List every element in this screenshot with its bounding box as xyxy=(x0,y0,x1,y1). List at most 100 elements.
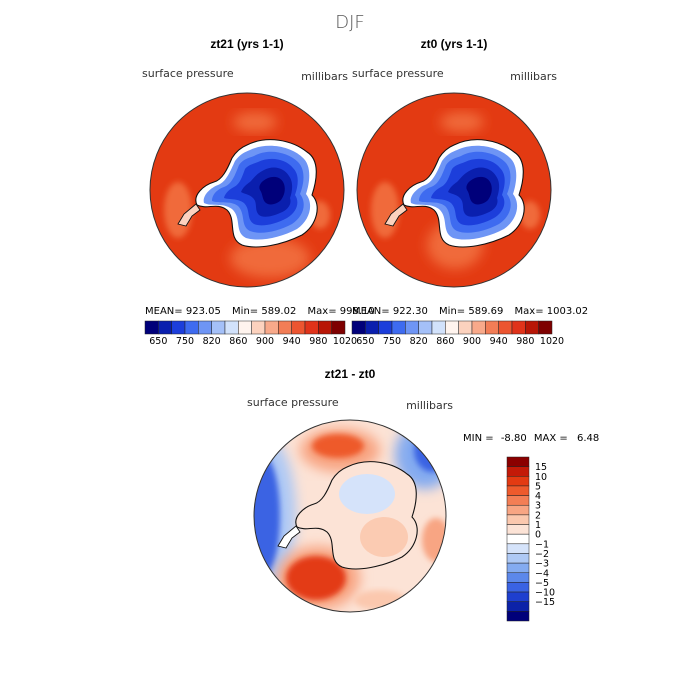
colorbar-box xyxy=(506,562,530,574)
panel2-stats: MEAN= 922.30 Min= 589.69 Max= 1003.02 xyxy=(352,306,588,317)
panel1-stats: MEAN= 923.05 Min= 589.02 Max= 998.10 xyxy=(145,306,375,317)
colorbar-box xyxy=(304,320,319,335)
colorbar-box xyxy=(144,320,159,335)
colorbar-box xyxy=(506,514,530,525)
panel1-units-label: millibars xyxy=(301,70,348,83)
panel2-title: zt0 (yrs 1-1) xyxy=(421,37,488,51)
colorbar-tick-label: 980 xyxy=(516,336,534,347)
colorbar-box xyxy=(506,476,530,487)
colorbar-box xyxy=(278,320,292,335)
colorbar-tick-label: −5 xyxy=(535,578,549,589)
colorbar-tick-label: 750 xyxy=(383,336,401,347)
colorbar-box xyxy=(498,320,513,335)
panel1-map xyxy=(150,93,344,287)
colorbar-box xyxy=(458,320,473,335)
colorbar-box xyxy=(445,320,459,335)
colorbar-box xyxy=(184,320,199,335)
colorbar-tick-label: −10 xyxy=(535,588,555,599)
colorbar-box xyxy=(506,533,530,545)
colorbar-box xyxy=(318,320,332,335)
colorbar-box xyxy=(538,320,553,335)
colorbar-tick-label: 650 xyxy=(149,336,167,347)
colorbar-box xyxy=(506,524,530,535)
colorbar-tick-label: 0 xyxy=(535,530,541,541)
colorbar-box xyxy=(365,320,379,335)
colorbar-tick-label: 5 xyxy=(535,481,541,492)
colorbar-box xyxy=(506,572,530,583)
panel2-variable-label: surface pressure xyxy=(352,67,444,80)
panel1-colorbar: 650 750 820 860 900 940 980 1020 xyxy=(144,320,357,347)
panel3-variable-label: surface pressure xyxy=(247,396,339,409)
colorbar-tick-label: 1020 xyxy=(333,336,357,347)
colorbar-tick-label: 900 xyxy=(256,336,274,347)
colorbar-box xyxy=(198,320,212,335)
colorbar-box xyxy=(405,320,419,335)
colorbar-box xyxy=(511,320,526,335)
colorbar-box xyxy=(506,582,530,593)
colorbar-box xyxy=(506,601,530,612)
colorbar-box xyxy=(224,320,239,335)
colorbar-box xyxy=(211,320,226,335)
colorbar-box xyxy=(378,320,393,335)
colorbar-tick-label: −3 xyxy=(535,559,549,570)
colorbar-tick-label: 820 xyxy=(203,336,221,347)
colorbar-box xyxy=(506,485,530,496)
colorbar-box xyxy=(351,320,366,335)
panel2-map xyxy=(357,93,551,287)
panel-zt0: zt0 (yrs 1-1) surface pressure millibars… xyxy=(351,37,588,347)
panel3-map xyxy=(254,420,446,612)
colorbar-tick-label: 860 xyxy=(436,336,454,347)
colorbar-box xyxy=(251,320,266,335)
colorbar-box xyxy=(171,320,186,335)
colorbar-box xyxy=(331,320,346,335)
colorbar-box xyxy=(471,320,486,335)
colorbar-tick-label: 900 xyxy=(463,336,481,347)
panel1-variable-label: surface pressure xyxy=(142,67,234,80)
colorbar-tick-label: 1020 xyxy=(540,336,564,347)
colorbar-box xyxy=(506,504,530,516)
colorbar-box xyxy=(238,320,252,335)
panel2-units-label: millibars xyxy=(510,70,557,83)
colorbar-tick-label: 4 xyxy=(535,491,541,502)
colorbar-box xyxy=(506,456,530,467)
panel2-colorbar: 650 750 820 860 900 940 980 1020 xyxy=(351,320,564,347)
colorbar-box xyxy=(485,320,499,335)
colorbar-tick-label: 980 xyxy=(309,336,327,347)
panel-zt21: zt21 (yrs 1-1) surface pressure millibar… xyxy=(142,37,375,347)
colorbar-tick-label: 940 xyxy=(490,336,508,347)
colorbar-tick-label: 860 xyxy=(229,336,247,347)
colorbar-tick-label: −1 xyxy=(535,539,549,550)
colorbar-tick-label: 650 xyxy=(356,336,374,347)
colorbar-tick-label: −4 xyxy=(535,568,549,579)
colorbar-box xyxy=(418,320,433,335)
colorbar-box xyxy=(506,466,530,477)
colorbar-box xyxy=(158,320,172,335)
panel3-title: zt21 - zt0 xyxy=(325,367,376,381)
colorbar-box xyxy=(391,320,406,335)
colorbar-tick-label: 15 xyxy=(535,462,547,473)
panel3-stats: MIN = -8.80 MAX = 6.48 xyxy=(463,433,599,444)
colorbar-tick-label: −15 xyxy=(535,597,555,608)
colorbar-tick-label: −2 xyxy=(535,549,549,560)
colorbar-box xyxy=(506,553,530,564)
colorbar-box xyxy=(506,495,530,506)
colorbar-tick-label: 940 xyxy=(283,336,301,347)
colorbar-box xyxy=(291,320,306,335)
colorbar-tick-label: 2 xyxy=(535,510,541,521)
colorbar-tick-label: 1 xyxy=(535,520,541,531)
colorbar-box xyxy=(506,611,530,622)
colorbar-box xyxy=(506,543,530,554)
panel3-units-label: millibars xyxy=(406,399,453,412)
panel-diff: zt21 - zt0 surface pressure millibars MI… xyxy=(247,367,599,622)
colorbar-tick-label: 3 xyxy=(535,501,541,512)
colorbar-box xyxy=(525,320,539,335)
colorbar-tick-label: 10 xyxy=(535,472,547,483)
figure-title: DJF xyxy=(335,12,365,33)
colorbar-tick-label: 750 xyxy=(176,336,194,347)
colorbar-box xyxy=(431,320,446,335)
panel1-title: zt21 (yrs 1-1) xyxy=(210,37,283,51)
colorbar-tick-label: 820 xyxy=(410,336,428,347)
colorbar-box xyxy=(506,591,530,602)
